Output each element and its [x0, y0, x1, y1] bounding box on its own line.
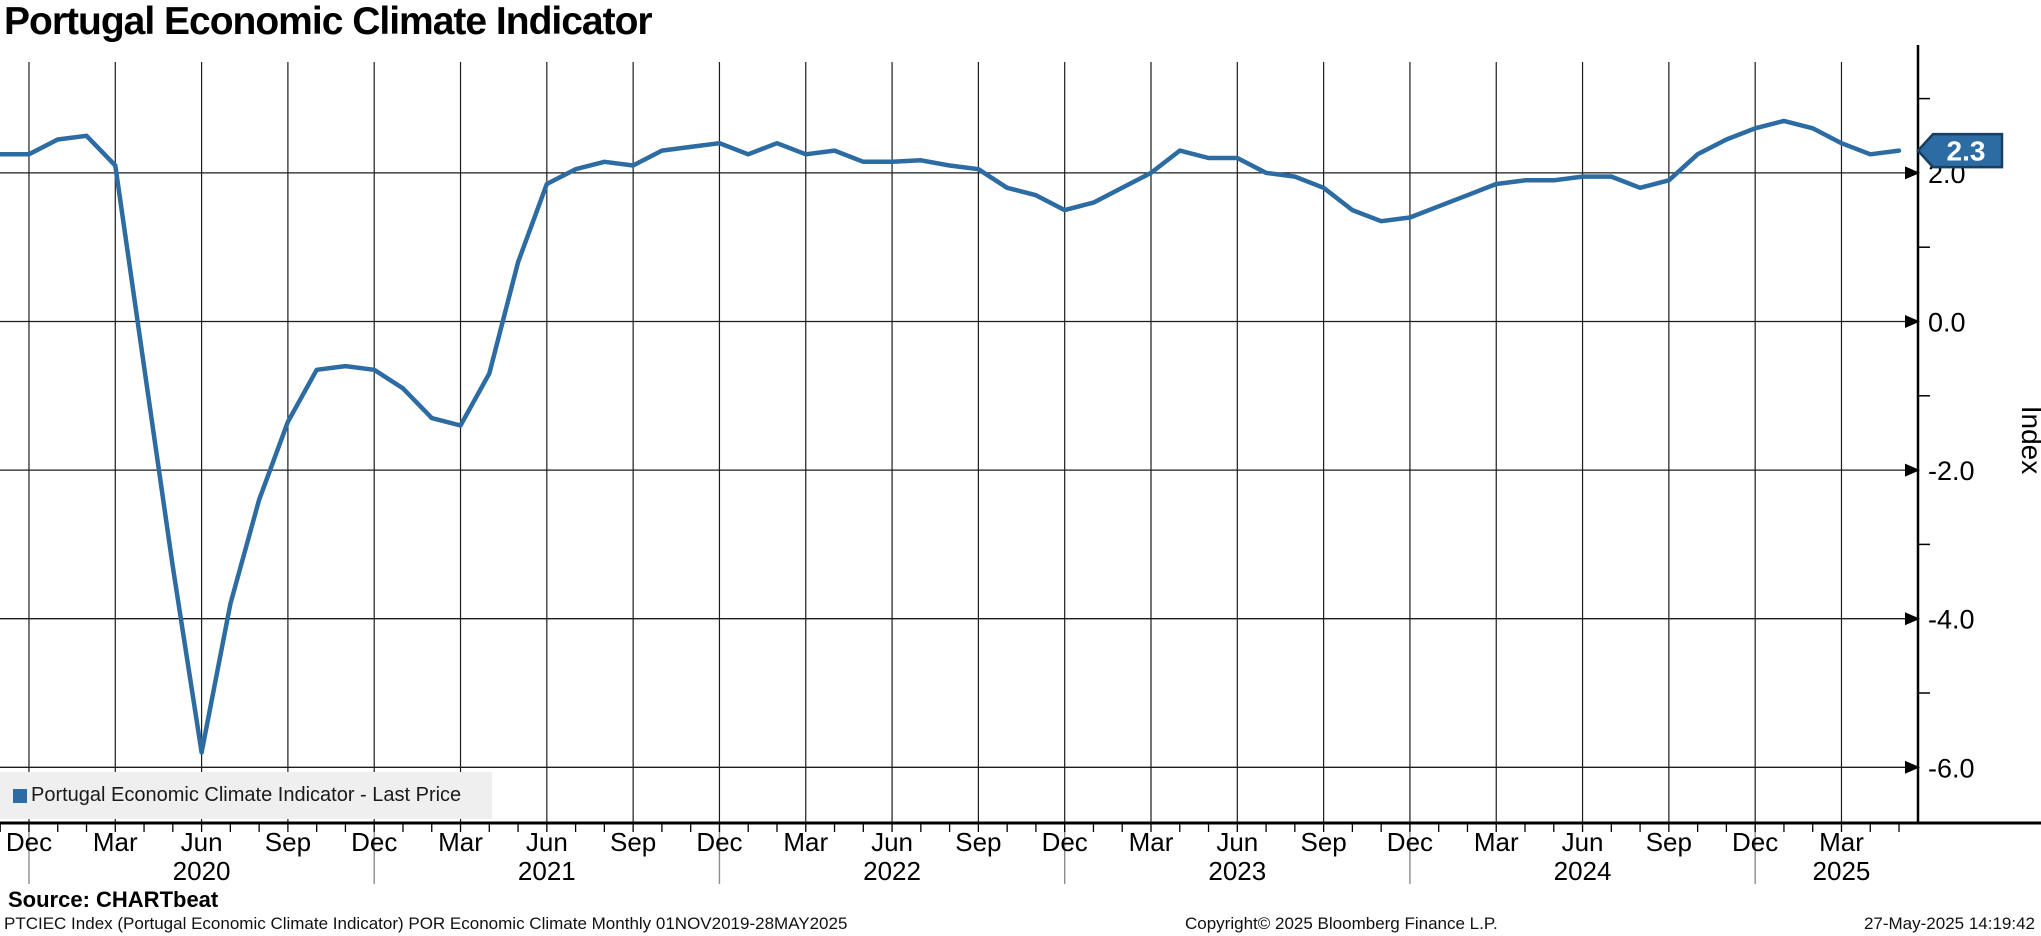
horizontal-gridlines — [0, 166, 1920, 774]
svg-text:Dec: Dec — [6, 827, 52, 857]
svg-text:Jun: Jun — [526, 827, 568, 857]
svg-text:Sep: Sep — [1646, 827, 1692, 857]
x-axis-labels: Dec Mar Jun Sep Dec Mar Jun Sep Dec Mar Jun Sep Dec M… — [6, 827, 1864, 857]
svg-text:Dec: Dec — [1387, 827, 1433, 857]
legend-color-swatch — [13, 788, 27, 803]
svg-text:0.0: 0.0 — [1928, 308, 1966, 338]
svg-text:Dec: Dec — [351, 827, 397, 857]
last-price-value: 2.3 — [1947, 136, 1986, 167]
svg-text:Mar: Mar — [93, 827, 138, 857]
svg-text:Dec: Dec — [1732, 827, 1778, 857]
svg-text:Dec: Dec — [696, 827, 742, 857]
svg-text:-4.0: -4.0 — [1928, 605, 1975, 635]
svg-text:2021: 2021 — [518, 856, 576, 886]
y-axis-title: Index — [2016, 406, 2041, 475]
svg-text:Mar: Mar — [783, 827, 828, 857]
svg-text:Sep: Sep — [265, 827, 311, 857]
y-axis-minor-ticks — [1918, 97, 1930, 694]
legend-series-label: Portugal Economic Climate Indicator - La… — [31, 784, 462, 806]
svg-text:Sep: Sep — [955, 827, 1001, 857]
svg-text:Mar: Mar — [438, 827, 483, 857]
svg-text:Jun: Jun — [1562, 827, 1604, 857]
svg-text:Dec: Dec — [1042, 827, 1088, 857]
svg-text:Jun: Jun — [181, 827, 223, 857]
svg-text:Jun: Jun — [871, 827, 913, 857]
year-divider-lines — [28, 824, 1756, 884]
vertical-gridlines — [28, 62, 1843, 823]
footer-timestamp: 27-May-2025 14:19:42 — [1863, 914, 2035, 933]
svg-text:2020: 2020 — [173, 856, 231, 886]
svg-text:2023: 2023 — [1208, 856, 1266, 886]
svg-text:Mar: Mar — [1819, 827, 1864, 857]
svg-text:Sep: Sep — [1300, 827, 1346, 857]
x-axis-year-labels: 2020 2021 2022 2023 2024 2025 — [173, 856, 1871, 886]
svg-text:Jun: Jun — [1216, 827, 1258, 857]
svg-text:Mar: Mar — [1129, 827, 1174, 857]
svg-text:Mar: Mar — [1474, 827, 1519, 857]
last-price-badge: 2.3 — [1916, 132, 2004, 169]
svg-text:2024: 2024 — [1554, 856, 1612, 886]
footer-copyright: Copyright© 2025 Bloomberg Finance L.P. — [1185, 914, 1498, 933]
svg-text:Sep: Sep — [610, 827, 656, 857]
svg-text:-6.0: -6.0 — [1928, 753, 1975, 783]
svg-text:-2.0: -2.0 — [1928, 456, 1975, 486]
chart-title: Portugal Economic Climate Indicator — [4, 0, 653, 43]
price-line — [0, 118, 1902, 755]
svg-text:2025: 2025 — [1813, 856, 1871, 886]
source-label: Source: CHARTbeat — [8, 887, 219, 912]
legend: Portugal Economic Climate Indicator - La… — [0, 772, 492, 819]
svg-text:2022: 2022 — [863, 856, 921, 886]
y-axis-labels: 2.00.0-2.0-4.0-6.0 — [1928, 159, 1975, 783]
footer-security-description: PTCIEC Index (Portugal Economic Climate … — [4, 914, 848, 933]
